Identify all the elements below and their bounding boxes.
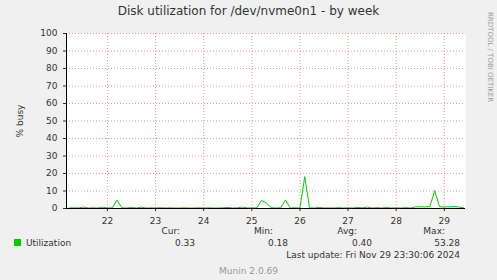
html-text:Cur:: Cur:	[161, 226, 180, 236]
svg-text:90: 90	[46, 46, 58, 56]
html-text:Utilization: Utilization	[26, 238, 72, 248]
html-text:Disk utilization for /dev/nvme: Disk utilization for /dev/nvme0n1 - by w…	[117, 4, 380, 18]
svg-text:100: 100	[40, 28, 57, 38]
html-text:0.40: 0.40	[352, 238, 372, 248]
svg-text:30: 30	[46, 151, 58, 161]
html-text:Last update: Fri Nov 29 23:30:: Last update: Fri Nov 29 23:30:06 2024	[286, 250, 460, 260]
html-text:RRDTOOL / TOBI OETIKER: RRDTOOL / TOBI OETIKER	[486, 12, 494, 103]
svg-text:10: 10	[46, 186, 58, 196]
html-text:53.28: 53.28	[434, 238, 460, 248]
svg-text:% busy: % busy	[15, 104, 25, 138]
svg-text:70: 70	[46, 81, 58, 91]
svg-text:23: 23	[150, 216, 161, 224]
html-text:0.18: 0.18	[268, 238, 288, 248]
html-text:Min:: Min:	[254, 226, 273, 236]
svg-text:20: 20	[46, 168, 58, 178]
svg-text:50: 50	[46, 116, 58, 126]
svg-text:40: 40	[46, 133, 58, 143]
svg-text:24: 24	[198, 216, 210, 224]
svg-text:26: 26	[294, 216, 306, 224]
svg-text:27: 27	[342, 216, 353, 224]
svg-text:80: 80	[46, 63, 58, 73]
svg-text:0: 0	[52, 203, 58, 213]
svg-text:25: 25	[246, 216, 257, 224]
svg-text:22: 22	[102, 216, 113, 224]
html-text:Max:: Max:	[423, 226, 445, 236]
html-text:0.33: 0.33	[175, 238, 195, 248]
svg-text:60: 60	[46, 98, 58, 108]
html-text:Avg:: Avg:	[337, 226, 357, 236]
svg-text:28: 28	[390, 216, 402, 224]
html-text:Munin 2.0.69: Munin 2.0.69	[219, 266, 278, 276]
svg-text:29: 29	[439, 216, 451, 224]
